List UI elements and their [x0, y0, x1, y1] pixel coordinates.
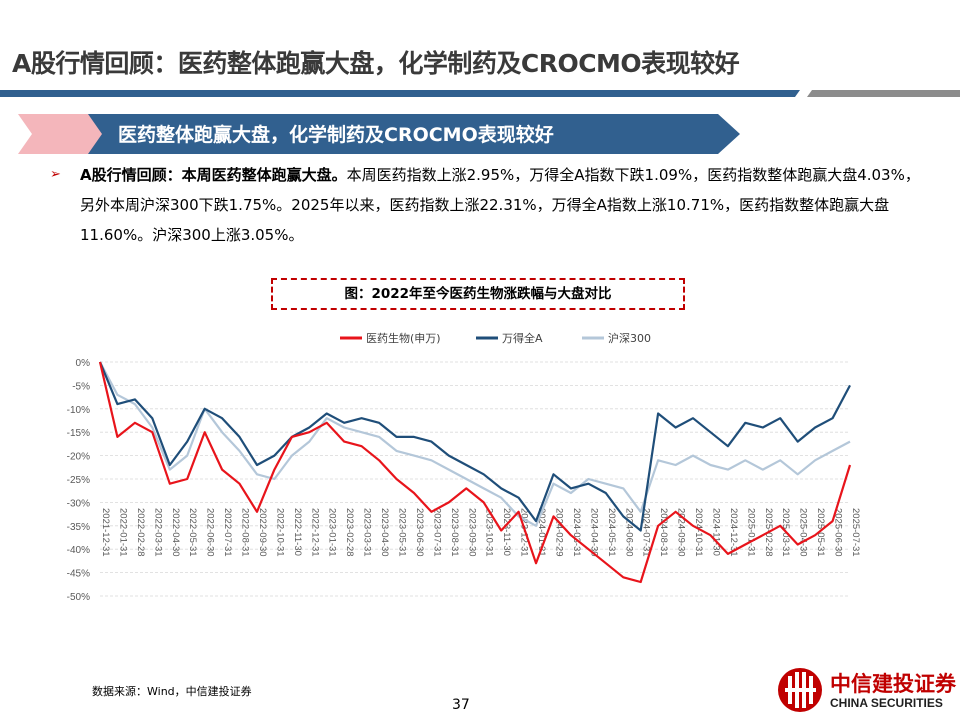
legend-label: 沪深300	[608, 331, 651, 345]
page-title: A股行情回顾：医药整体跑赢大盘，化学制药及CROCMO表现较好	[12, 49, 740, 78]
x-tick-label: 2022-03-31	[152, 508, 163, 557]
y-tick-label: -5%	[72, 381, 90, 392]
y-tick-label: -10%	[67, 405, 90, 416]
y-tick-label: -25%	[67, 475, 90, 486]
x-tick-label: 2022-11-30	[292, 508, 303, 556]
summary-bullet: ➢ A股行情回顾：本周医药整体跑赢大盘。本周医药指数上涨2.95%，万得全A指数…	[50, 160, 920, 250]
legend-label: 医药生物(申万)	[366, 331, 441, 345]
page-number: 37	[452, 697, 470, 713]
y-tick-label: -40%	[67, 545, 90, 556]
x-tick-label: 2023-04-30	[379, 508, 390, 557]
x-tick-label: 2022-06-30	[205, 508, 216, 557]
y-tick-label: -50%	[67, 592, 90, 603]
legend-label: 万得全A	[502, 331, 543, 345]
x-tick-label: 2022-04-30	[170, 508, 181, 557]
section-banner-shape	[18, 114, 740, 154]
banner-pink-tail	[18, 114, 118, 154]
bullet-arrow-icon: ➢	[50, 167, 61, 182]
title-bar-gray	[807, 90, 960, 97]
y-tick-label: -45%	[67, 569, 90, 580]
x-tick-label: 2024-06-30	[623, 508, 634, 557]
x-tick-label: 2022-07-31	[222, 508, 233, 557]
y-tick-label: 0%	[76, 358, 91, 369]
x-tick-label: 2023-10-31	[484, 508, 495, 557]
x-tick-label: 2024-08-31	[658, 508, 669, 557]
x-tick-label: 2024-04-30	[588, 508, 599, 557]
y-tick-label: -15%	[67, 428, 90, 439]
x-tick-label: 2023-12-31	[519, 508, 530, 557]
x-tick-label: 2024-12-31	[728, 508, 739, 557]
x-tick-label: 2023-03-31	[362, 508, 373, 557]
y-tick-label: -20%	[67, 452, 90, 463]
x-tick-label: 2022-10-31	[274, 508, 285, 557]
china-securities-logo-icon	[778, 668, 822, 712]
y-tick-label: -35%	[67, 522, 90, 533]
x-tick-label: 2023-09-30	[466, 508, 477, 557]
x-tick-label: 2022-05-31	[187, 508, 198, 557]
x-tick-label: 2023-07-31	[431, 508, 442, 557]
section-banner-title: 医药整体跑赢大盘，化学制药及CROCMO表现较好	[118, 124, 554, 146]
summary-lead: A股行情回顾：本周医药整体跑赢大盘。	[80, 166, 347, 184]
x-tick-label: 2024-11-30	[710, 508, 721, 556]
series-line	[98, 361, 851, 532]
x-tick-label: 2024-10-31	[693, 508, 704, 557]
x-tick-label: 2024-05-31	[606, 508, 617, 557]
x-tick-label: 2023-05-31	[397, 508, 408, 557]
x-tick-label: 2022-08-31	[240, 508, 251, 557]
x-tick-label: 2025-07-31	[850, 508, 861, 557]
x-tick-label: 2024-01-31	[536, 508, 547, 557]
line-chart: 0% -5% -10% -15% -20% -25% -30% -35% -40% -45% -50…	[67, 331, 861, 603]
x-tick-label: 2022-01-31	[117, 508, 128, 557]
x-tick-label: 2024-07-31	[641, 508, 652, 557]
x-tick-label: 2021-12-31	[100, 508, 111, 557]
x-tick-label: 2023-11-30	[501, 508, 512, 556]
company-logo: 中信建投证券 CHINA SECURITIES	[776, 666, 956, 716]
summary-body: 本周医药指数上涨2.95%，万得全A指数下跌1.09%，医药指数整体跑赢大盘4.…	[80, 166, 920, 244]
series-line	[99, 361, 851, 527]
x-tick-label: 2025-06-30	[833, 508, 844, 557]
y-tick-label: -30%	[67, 498, 90, 509]
section-banner: 医药整体跑赢大盘，化学制药及CROCMO表现较好	[18, 114, 740, 154]
x-tick-label: 2023-08-31	[449, 508, 460, 557]
series-line	[98, 361, 852, 584]
summary-text: A股行情回顾：本周医药整体跑赢大盘。本周医药指数上涨2.95%，万得全A指数下跌…	[80, 160, 920, 250]
x-tick-label: 2024-03-31	[571, 508, 582, 557]
data-source: 数据来源：Wind，中信建投证券	[92, 685, 252, 698]
x-tick-label: 2025-04-30	[798, 508, 809, 557]
logo-chinese-name: 中信建投证券	[830, 672, 956, 696]
x-tick-label: 2023-01-31	[327, 508, 338, 557]
banner-blue-body	[88, 114, 740, 154]
title-divider-bar	[0, 90, 960, 97]
x-tick-label: 2022-12-31	[309, 508, 320, 557]
x-tick-label: 2022-02-28	[135, 508, 146, 557]
x-tick-label: 2022-09-30	[257, 508, 268, 557]
x-tick-label: 2025-01-31	[745, 508, 756, 557]
x-tick-label: 2024-02-29	[553, 508, 564, 557]
title-bar-blue	[0, 90, 800, 97]
logo-english-name: CHINA SECURITIES	[830, 696, 943, 710]
x-tick-label: 2023-02-28	[344, 508, 355, 557]
x-tick-label: 2024-09-30	[676, 508, 687, 557]
figure-caption: 图：2022年至今医药生物涨跌幅与大盘对比	[271, 278, 685, 310]
x-tick-label: 2023-06-30	[414, 508, 425, 557]
x-tick-label: 2025-05-31	[815, 508, 826, 557]
